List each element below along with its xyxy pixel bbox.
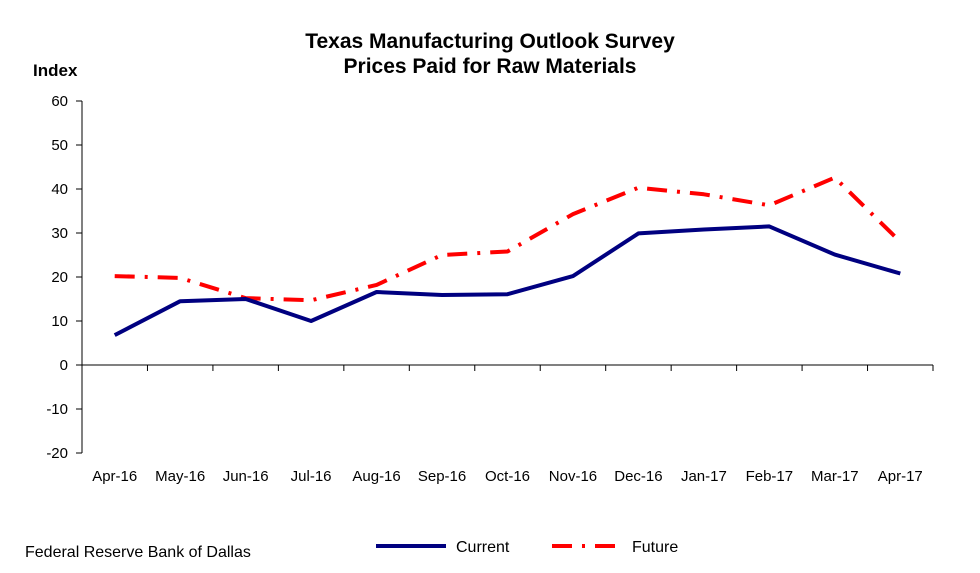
y-tick-label: 30 (51, 225, 68, 242)
y-tick-label: 40 (51, 181, 68, 198)
x-tick-label: Nov-16 (549, 468, 597, 485)
x-tick-label: Dec-16 (614, 468, 662, 485)
x-tick-label: Jul-16 (291, 468, 332, 485)
x-tick-label: Feb-17 (746, 468, 794, 485)
legend-label-current: Current (456, 539, 510, 556)
x-tick-label: Mar-17 (811, 468, 859, 485)
y-tick-label: 20 (51, 269, 68, 286)
y-tick-label: 10 (51, 313, 68, 330)
source-note: Federal Reserve Bank of Dallas (25, 544, 251, 561)
y-tick-label: 60 (51, 93, 68, 110)
x-tick-label: Sep-16 (418, 468, 466, 485)
x-tick-label: May-16 (155, 468, 205, 485)
y-tick-label: -20 (46, 445, 68, 462)
series-lines (113, 175, 902, 337)
x-tick-label: Jan-17 (681, 468, 727, 485)
x-tick-label: Apr-16 (92, 468, 137, 485)
y-tick-labels: 60 50 40 30 20 10 0 -10 -20 (46, 93, 68, 462)
x-tick-label: Oct-16 (485, 468, 530, 485)
x-tick-label: Aug-16 (352, 468, 400, 485)
legend: Current Future (376, 539, 678, 556)
y-axis-label: Index (33, 61, 78, 80)
y-tick-label: 50 (51, 137, 68, 154)
y-tick-label: 0 (60, 357, 68, 374)
legend-label-future: Future (632, 539, 678, 556)
x-tick-labels: Apr-16 May-16 Jun-16 Jul-16 Aug-16 Sep-16 Oct-… (92, 468, 923, 485)
y-tick-label: -10 (46, 401, 68, 418)
chart-title: Texas Manufacturing Outlook Survey (305, 30, 675, 53)
x-tick-label: Jun-16 (223, 468, 269, 485)
series-line-current (113, 224, 901, 337)
x-tick-label: Apr-17 (878, 468, 923, 485)
chart-subtitle: Prices Paid for Raw Materials (344, 55, 637, 78)
axes (76, 100, 934, 454)
